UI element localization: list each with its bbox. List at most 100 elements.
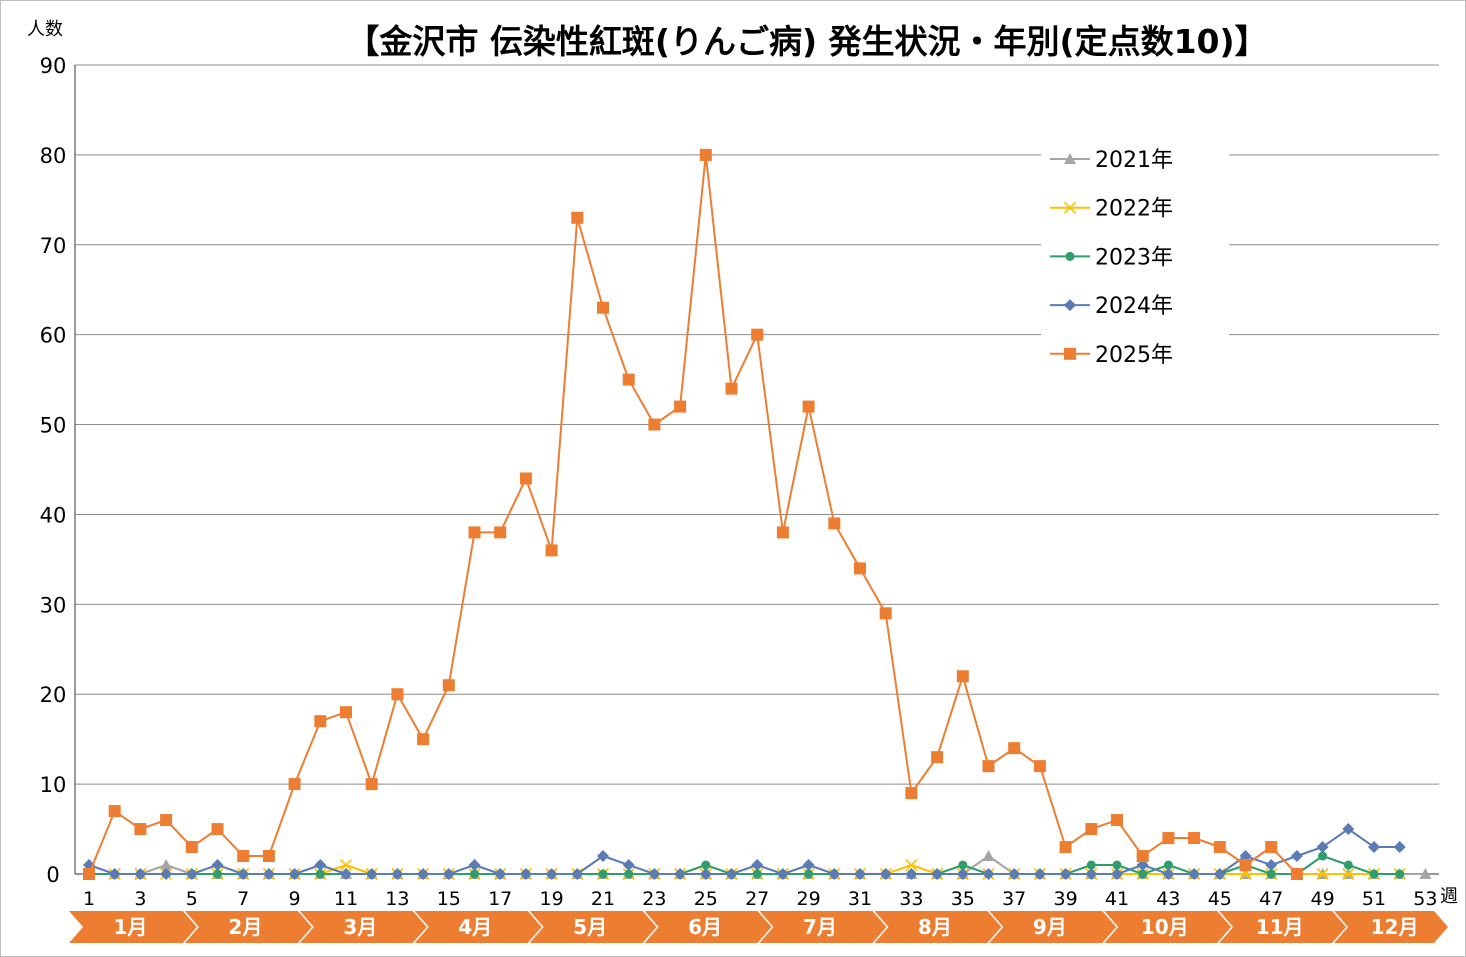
data-point — [160, 859, 173, 871]
data-point — [134, 823, 147, 836]
series-lines — [82, 148, 1432, 881]
y-tick-label: 40 — [40, 503, 67, 527]
month-arrow — [414, 911, 542, 943]
y-tick-label: 90 — [40, 54, 67, 78]
month-arrow — [759, 911, 887, 943]
month-label: 5月 — [573, 915, 607, 939]
data-point — [262, 850, 275, 863]
data-point — [931, 868, 944, 880]
month-band: 1月 2月 3月 4月 5月 6月 7月 8月 9月 10月 11月 12月 — [69, 911, 1448, 943]
month-arrow — [529, 911, 657, 943]
data-point — [622, 859, 635, 872]
data-point — [494, 526, 507, 539]
data-point — [699, 868, 712, 880]
data-point — [1033, 868, 1046, 880]
data-point — [314, 859, 327, 872]
data-point — [1290, 850, 1303, 863]
month-label: 12月 — [1371, 915, 1419, 939]
data-point — [1316, 841, 1329, 854]
data-point — [83, 868, 95, 880]
x-tick-label: 39 — [1054, 888, 1078, 910]
x-tick-label: 5 — [186, 888, 198, 910]
data-point — [160, 814, 173, 827]
data-point — [1085, 823, 1098, 836]
data-point — [1163, 860, 1173, 870]
data-point — [468, 859, 481, 872]
data-point — [958, 860, 968, 870]
data-point — [365, 868, 378, 880]
y-axis-label: 人数 — [27, 19, 63, 40]
data-point — [1342, 867, 1355, 881]
y-tick-label: 20 — [40, 683, 67, 707]
data-point — [624, 869, 634, 879]
data-point — [340, 868, 352, 880]
data-point — [1111, 814, 1123, 827]
legend: 2021年 2022年 2023年 2024年 2025年 — [1041, 135, 1229, 375]
data-point — [1316, 867, 1329, 881]
data-point — [213, 869, 222, 879]
legend-label: 2025年 — [1095, 343, 1173, 368]
data-point — [1343, 860, 1353, 870]
data-point — [648, 418, 661, 431]
legend-label: 2024年 — [1095, 294, 1173, 319]
data-point — [365, 778, 378, 791]
data-point — [571, 211, 584, 224]
x-tick-label: 51 — [1362, 888, 1386, 910]
data-point — [879, 607, 892, 620]
x-tick-label: 17 — [488, 888, 512, 910]
data-point — [211, 823, 224, 836]
series-line — [88, 828, 1400, 875]
x-tick-label: 19 — [540, 888, 564, 910]
data-point — [1342, 823, 1355, 836]
data-point — [417, 733, 430, 746]
y-tick-label: 10 — [40, 773, 67, 797]
data-point — [468, 526, 481, 539]
data-point — [776, 868, 789, 880]
series-2024年 — [83, 823, 1406, 880]
data-point — [674, 868, 687, 880]
data-point — [804, 869, 814, 879]
month-label: 2月 — [228, 915, 262, 939]
data-point — [160, 868, 173, 880]
month-label: 10月 — [1141, 915, 1189, 939]
data-point — [622, 373, 635, 386]
x-tick-label: 9 — [289, 888, 301, 910]
month-arrow — [1219, 911, 1347, 943]
data-point — [134, 868, 147, 880]
x-tick-label: 49 — [1311, 888, 1335, 910]
data-point — [751, 328, 764, 341]
data-point — [1008, 742, 1021, 755]
data-point — [1033, 760, 1046, 773]
legend-item: 2024年 — [1050, 294, 1173, 319]
data-point — [1318, 851, 1328, 861]
x-tick-label: 29 — [797, 888, 821, 910]
data-point — [1266, 869, 1276, 879]
data-point — [751, 859, 764, 872]
month-arrow — [644, 911, 772, 943]
x-tick-label: 3 — [134, 888, 146, 910]
data-point — [905, 858, 918, 872]
data-point — [648, 868, 661, 880]
data-point — [1265, 859, 1278, 872]
data-point — [391, 868, 404, 880]
data-point — [571, 868, 584, 880]
x-tick-label: 31 — [848, 888, 872, 910]
data-point — [545, 868, 558, 880]
legend-item: 2023年 — [1050, 245, 1173, 270]
data-point — [1136, 850, 1149, 863]
data-point — [598, 869, 608, 879]
data-point — [725, 868, 738, 880]
data-point — [905, 868, 918, 880]
data-point — [1138, 869, 1148, 879]
data-point — [1162, 868, 1175, 880]
legend-item: 2021年 — [1050, 148, 1173, 173]
gridlines — [75, 64, 1439, 785]
data-point — [701, 860, 711, 870]
data-point — [288, 868, 301, 880]
data-point — [211, 859, 224, 872]
data-point — [802, 400, 815, 413]
x-tick-label: 1 — [83, 888, 95, 910]
data-point — [1086, 860, 1096, 870]
x-tick-label: 25 — [694, 888, 718, 910]
